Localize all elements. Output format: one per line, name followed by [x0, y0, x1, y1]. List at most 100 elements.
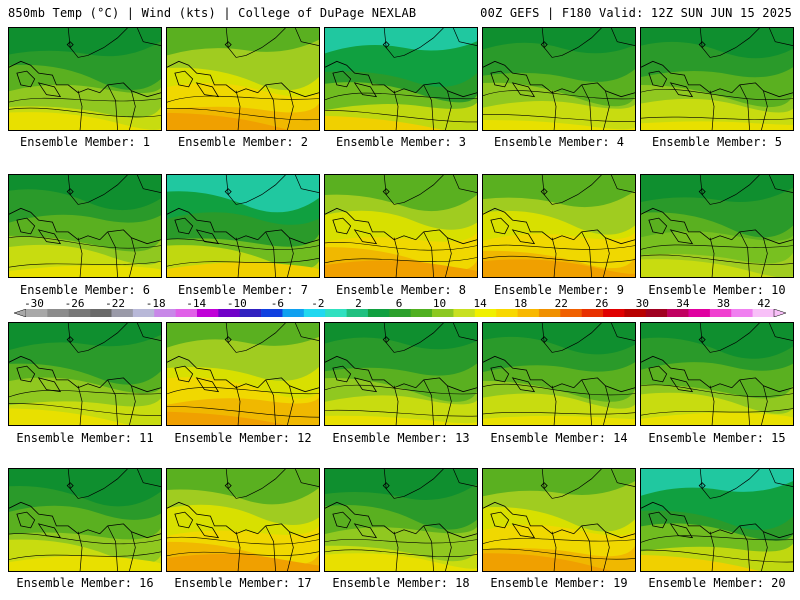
ensemble-member-label: Ensemble Member: 9 [493, 283, 625, 297]
coastline [768, 28, 793, 46]
coastline [641, 501, 793, 539]
colorbar-arrow-left [14, 309, 27, 317]
state-border [77, 84, 136, 130]
colorbar-tick-label: 42 [757, 297, 771, 310]
colorbar-tick-label: -6 [270, 297, 284, 310]
great-lakes-outline [174, 511, 220, 539]
state-border [709, 84, 768, 130]
great-lakes-outline [174, 365, 220, 393]
station-marker [382, 188, 390, 196]
station-marker [698, 482, 706, 490]
colorbar-segment [346, 309, 369, 317]
station-marker [540, 188, 548, 196]
colorbar-segment [453, 309, 476, 317]
station-marker [224, 41, 232, 49]
height-contour [641, 408, 793, 416]
coastline [325, 60, 477, 98]
colorbar-tick-label: 10 [432, 297, 447, 310]
state-border [235, 231, 294, 277]
height-contour [167, 95, 319, 103]
height-contour [483, 90, 635, 100]
coastline [452, 323, 477, 341]
height-contour [641, 254, 793, 265]
height-contour [641, 384, 793, 397]
temp-band [641, 412, 793, 425]
colorbar-arrow-right [773, 309, 786, 317]
ensemble-map-panel [482, 174, 636, 278]
ensemble-member-label: Ensemble Member: 10 [648, 283, 786, 297]
ensemble-map-panel [640, 174, 794, 278]
coastline [167, 207, 319, 245]
great-lakes-outline [648, 70, 694, 98]
colorbar-tick-label: 30 [635, 297, 649, 310]
station-marker [540, 41, 548, 49]
colorbar-segment [667, 309, 689, 317]
colorbar-segment [132, 309, 155, 317]
temp-band [325, 260, 477, 277]
temp-band [9, 555, 161, 571]
coastline [136, 175, 161, 193]
height-contour [325, 92, 477, 101]
colorbar-segment [688, 309, 711, 317]
coastline [9, 501, 161, 539]
station-marker [66, 336, 74, 344]
ensemble-map-panel [324, 27, 478, 131]
colorbar-segment [496, 309, 518, 317]
temp-band [9, 265, 161, 277]
coastline [294, 323, 319, 341]
ensemble-member-label: Ensemble Member: 15 [648, 431, 786, 445]
coastline [9, 60, 161, 98]
height-contour [483, 411, 635, 415]
great-lakes-outline [174, 217, 220, 245]
height-contour [325, 539, 477, 544]
height-contour [483, 114, 635, 122]
state-border [551, 525, 610, 571]
great-lakes-outline [332, 365, 378, 393]
temp-band [325, 115, 477, 130]
station-marker [382, 41, 390, 49]
ensemble-map-panel [166, 322, 320, 426]
ensemble-member-label: Ensemble Member: 14 [490, 431, 628, 445]
colorbar-segment [367, 309, 390, 317]
coastline [294, 28, 319, 46]
ensemble-map-panel [8, 468, 162, 572]
station-marker [66, 482, 74, 490]
height-contour [641, 89, 793, 100]
colorbar-segment [389, 309, 411, 317]
state-border [393, 84, 452, 130]
height-contour [325, 549, 477, 557]
colorbar-tick-label: 34 [676, 297, 690, 310]
temp-band [167, 262, 319, 277]
coastline [452, 469, 477, 487]
coastline [325, 207, 477, 245]
colorbar-tick-label: -18 [145, 297, 166, 310]
ensemble-member-label: Ensemble Member: 2 [177, 135, 309, 149]
ensemble-map-panel [324, 174, 478, 278]
ensemble-member-label: Ensemble Member: 4 [493, 135, 625, 149]
temp-band [167, 411, 319, 425]
coastline [136, 323, 161, 341]
temp-band [325, 553, 477, 571]
colorbar-segment [325, 309, 347, 317]
station-marker [698, 336, 706, 344]
ensemble-map-panel [8, 27, 162, 131]
ensemble-member-label: Ensemble Member: 7 [177, 283, 309, 297]
colorbar-segment [26, 309, 48, 317]
colorbar-tick-label: -22 [105, 297, 126, 310]
temp-band [483, 553, 635, 571]
ensemble-member-label: Ensemble Member: 20 [648, 576, 786, 590]
colorbar-tick-label: 14 [473, 297, 487, 310]
colorbar-segment [731, 309, 753, 317]
height-contour [325, 384, 477, 395]
coastline [136, 28, 161, 46]
temp-band [9, 408, 161, 425]
colorbar-tick-label: 22 [554, 297, 568, 310]
colorbar-segment [282, 309, 305, 317]
ensemble-map-panel [324, 468, 478, 572]
height-contour [167, 238, 319, 250]
state-border [235, 525, 294, 571]
ensemble-member-label: Ensemble Member: 16 [16, 576, 154, 590]
state-border [551, 231, 610, 277]
colorbar-segment [581, 309, 604, 317]
colorbar-segment [218, 309, 241, 317]
